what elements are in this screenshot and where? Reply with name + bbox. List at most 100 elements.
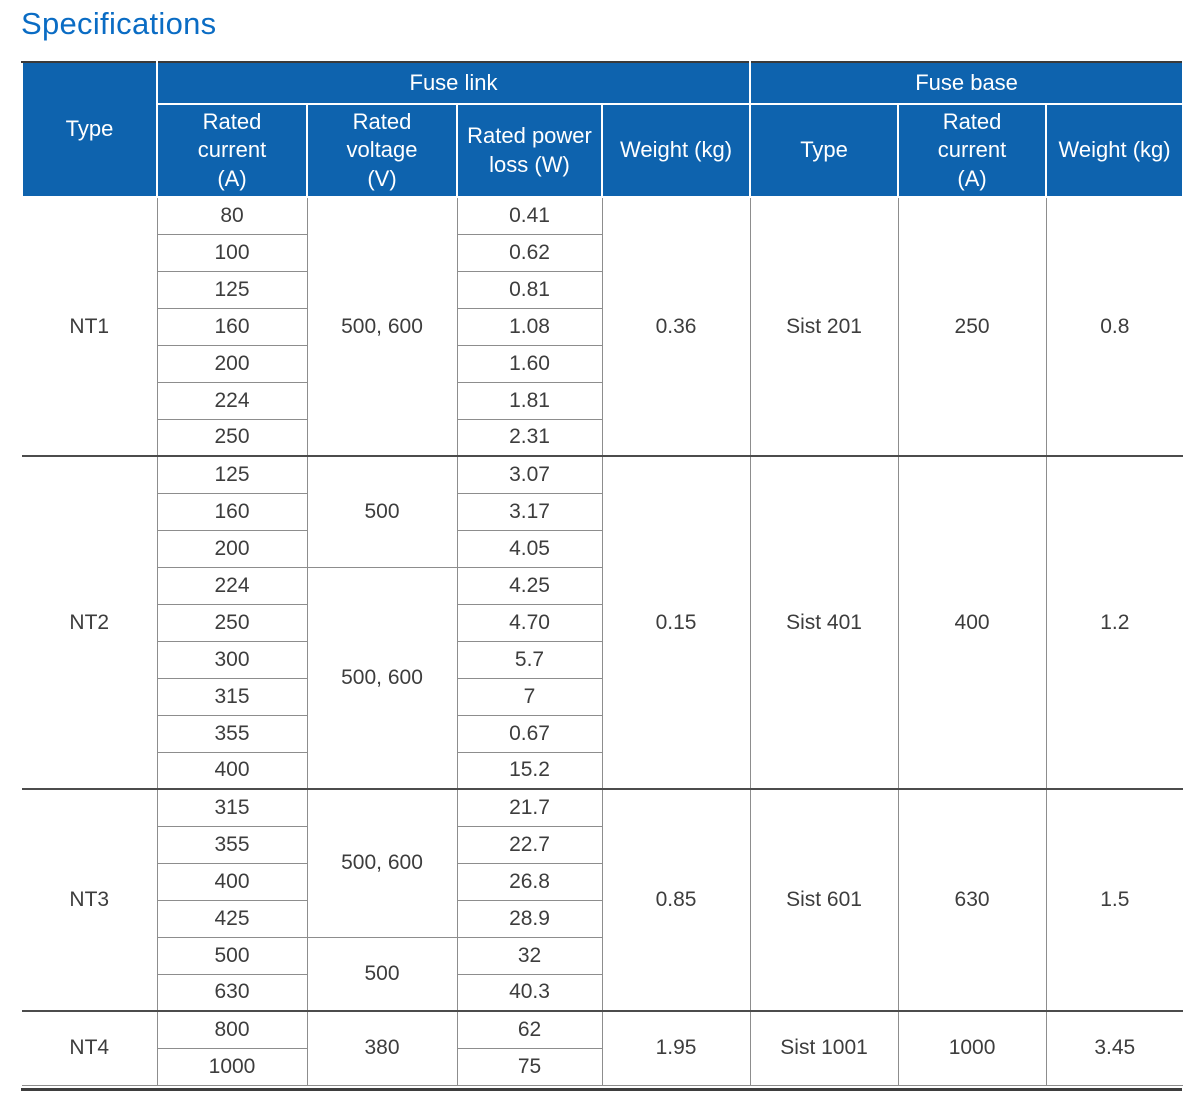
rated-current-cell: 125	[156, 455, 308, 494]
base-type-cell: Sist 1001	[749, 1010, 899, 1086]
rated-current-cell: 100	[156, 233, 308, 272]
rated-power-loss-column-header: Rated power loss (W)	[456, 103, 603, 198]
table-row: 630 40.3	[22, 973, 1183, 1012]
power-loss-cell: 2.31	[456, 418, 603, 457]
table-row: 250 4.70	[22, 603, 1183, 642]
power-loss-cell: 0.62	[456, 233, 603, 272]
table-row: 300 5.7	[22, 640, 1183, 679]
rated-current-cell: 500	[156, 936, 308, 975]
rated-current-cell: 160	[156, 492, 308, 531]
power-loss-cell: 15.2	[456, 751, 603, 790]
rated-current-cell: 160	[156, 307, 308, 346]
fuse-base-group-header: Fuse base	[749, 61, 1185, 105]
table-row: NT3 315 500, 600 21.7 0.85 Sist 601 630 …	[22, 788, 1184, 1012]
type-column-header: Type	[21, 61, 158, 198]
rated-current-cell: 315	[156, 788, 308, 827]
power-loss-cell: 0.41	[456, 196, 603, 235]
type-cell: NT2	[22, 455, 158, 790]
base-type-cell: Sist 201	[749, 196, 899, 457]
table-row: 125 0.81	[22, 270, 1183, 309]
power-loss-cell: 40.3	[456, 973, 603, 1012]
type-cell: NT3	[22, 788, 158, 1012]
weight-column-header: Weight (kg)	[600, 103, 752, 198]
table-row: NT2 125 500 3.07 0.15 Sist 401 400 1.2	[22, 455, 1184, 790]
rated-current-cell: 224	[156, 381, 308, 420]
base-rated-current-column-header: Rated current (A)	[897, 103, 1048, 198]
weight-cell: 0.36	[601, 196, 751, 457]
base-type-column-header: Type	[749, 103, 900, 198]
power-loss-cell: 32	[456, 936, 603, 975]
rated-voltage-cell: 500	[306, 936, 458, 1012]
weight-cell: 0.85	[601, 788, 751, 1012]
table-row: 250 2.31	[22, 418, 1183, 457]
power-loss-cell: 3.07	[456, 455, 603, 494]
power-loss-cell: 0.67	[456, 714, 603, 753]
rated-current-cell: 355	[156, 825, 308, 864]
power-loss-cell: 1.08	[456, 307, 603, 346]
table-row: 1000 75	[22, 1047, 1183, 1086]
power-loss-cell: 0.81	[456, 270, 603, 309]
base-current-cell: 1000	[897, 1010, 1047, 1086]
power-loss-cell: 75	[456, 1047, 603, 1086]
table-row: 355 22.7	[22, 825, 1183, 864]
rated-current-cell: 1000	[156, 1047, 308, 1086]
power-loss-cell: 3.17	[456, 492, 603, 531]
power-loss-cell: 62	[456, 1010, 603, 1049]
power-loss-cell: 26.8	[456, 862, 603, 901]
page-title: Specifications	[21, 6, 217, 41]
table-row: 224 1.81	[22, 381, 1183, 420]
base-weight-cell: 1.2	[1045, 455, 1184, 790]
rated-voltage-cell: 500, 600	[306, 788, 458, 938]
rated-current-cell: 200	[156, 529, 308, 568]
table-row: NT1 80 500, 600 0.41 0.36 Sist 201 250 0…	[22, 196, 1184, 457]
power-loss-cell: 4.25	[456, 566, 603, 605]
power-loss-cell: 1.60	[456, 344, 603, 383]
power-loss-cell: 28.9	[456, 899, 603, 938]
table-row: 224 500, 600 4.25	[22, 566, 1183, 790]
type-cell: NT4	[22, 1010, 158, 1086]
power-loss-cell: 1.81	[456, 381, 603, 420]
rated-current-cell: 800	[156, 1010, 308, 1049]
rated-current-cell: 630	[156, 973, 308, 1012]
table-row: 160 1.08	[22, 307, 1183, 346]
power-loss-cell: 5.7	[456, 640, 603, 679]
rated-current-cell: 300	[156, 640, 308, 679]
rated-voltage-cell: 500	[306, 455, 458, 568]
base-type-cell: Sist 601	[749, 788, 899, 1012]
weight-cell: 1.95	[601, 1010, 751, 1086]
power-loss-cell: 7	[456, 677, 603, 716]
rated-current-cell: 224	[156, 566, 308, 605]
table-row: 355 0.67	[22, 714, 1183, 753]
table-row: 500 500 32	[22, 936, 1183, 1012]
specifications-table: Type Fuse link Fuse base Rated current (…	[21, 61, 1185, 1086]
rated-voltage-column-header: Rated voltage (V)	[306, 103, 458, 198]
type-cell: NT1	[22, 196, 158, 457]
base-weight-cell: 3.45	[1045, 1010, 1184, 1086]
table-row: NT4 800 380 62 1.95 Sist 1001 1000 3.45	[22, 1010, 1184, 1086]
weight-cell: 0.15	[601, 455, 751, 790]
table-body: NT1 80 500, 600 0.41 0.36 Sist 201 250 0…	[22, 196, 1184, 1086]
power-loss-cell: 21.7	[456, 788, 603, 827]
rated-current-cell: 250	[156, 603, 308, 642]
table-bottom-rule	[21, 1087, 1182, 1091]
base-weight-cell: 1.5	[1045, 788, 1184, 1012]
rated-current-cell: 125	[156, 270, 308, 309]
power-loss-cell: 4.70	[456, 603, 603, 642]
rated-current-cell: 315	[156, 677, 308, 716]
base-weight-column-header: Weight (kg)	[1045, 103, 1185, 198]
rated-voltage-cell: 500, 600	[306, 566, 458, 790]
table-row: 315 7	[22, 677, 1183, 716]
base-current-cell: 400	[897, 455, 1047, 790]
table-row: 100 0.62	[22, 233, 1183, 272]
rated-voltage-cell: 500, 600	[306, 196, 458, 457]
rated-voltage-cell: 380	[306, 1010, 458, 1086]
header-group-row: Type Fuse link Fuse base	[21, 61, 1185, 198]
rated-current-cell: 425	[156, 899, 308, 938]
rated-current-cell: 355	[156, 714, 308, 753]
power-loss-cell: 22.7	[456, 825, 603, 864]
fuse-link-group-header: Fuse link	[155, 61, 752, 105]
rated-current-cell: 400	[156, 862, 308, 901]
rated-current-cell: 200	[156, 344, 308, 383]
base-weight-cell: 0.8	[1045, 196, 1184, 457]
